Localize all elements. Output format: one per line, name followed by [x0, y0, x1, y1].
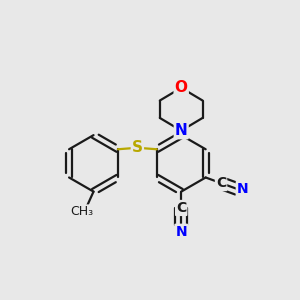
- Text: C: C: [216, 176, 226, 190]
- Text: CH₃: CH₃: [70, 205, 93, 218]
- Text: S: S: [132, 140, 143, 155]
- Text: O: O: [175, 80, 188, 95]
- Text: N: N: [175, 123, 188, 138]
- Text: C: C: [176, 201, 186, 215]
- Text: N: N: [237, 182, 248, 196]
- Text: N: N: [176, 225, 187, 239]
